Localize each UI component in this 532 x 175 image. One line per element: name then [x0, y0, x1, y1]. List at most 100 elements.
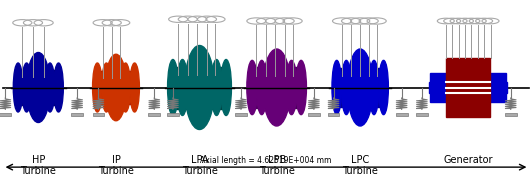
Ellipse shape: [27, 52, 50, 122]
Ellipse shape: [37, 63, 46, 112]
Ellipse shape: [130, 63, 139, 112]
Ellipse shape: [265, 60, 276, 115]
Ellipse shape: [221, 60, 231, 116]
Ellipse shape: [93, 63, 102, 112]
Bar: [377, 68, 381, 88]
Bar: [294, 88, 298, 108]
Bar: [108, 88, 112, 104]
Bar: [93, 113, 104, 116]
Ellipse shape: [355, 60, 365, 115]
Ellipse shape: [361, 60, 370, 115]
Bar: [120, 88, 124, 104]
Ellipse shape: [271, 60, 282, 115]
Bar: [294, 67, 298, 88]
Bar: [201, 66, 205, 88]
Bar: [148, 113, 160, 116]
Bar: [285, 88, 289, 108]
Ellipse shape: [30, 63, 40, 112]
Ellipse shape: [350, 60, 360, 115]
Bar: [0, 113, 11, 116]
Ellipse shape: [121, 63, 130, 112]
Bar: [360, 68, 364, 88]
Ellipse shape: [185, 46, 214, 130]
Bar: [272, 67, 276, 88]
Bar: [277, 88, 281, 108]
Bar: [368, 88, 372, 107]
Bar: [285, 67, 289, 88]
Bar: [219, 88, 223, 108]
Text: LPB
Turbine: LPB Turbine: [259, 155, 295, 175]
Text: LPC
Turbine: LPC Turbine: [342, 155, 378, 175]
Bar: [176, 88, 180, 108]
Bar: [108, 71, 112, 88]
Bar: [446, 58, 490, 117]
Bar: [264, 67, 268, 88]
Bar: [255, 88, 259, 108]
Bar: [416, 113, 428, 116]
Bar: [210, 66, 214, 88]
Bar: [99, 88, 104, 104]
Text: Axial length = 4.62519E+004 mm: Axial length = 4.62519E+004 mm: [201, 156, 331, 165]
Ellipse shape: [13, 63, 23, 112]
Bar: [194, 66, 198, 88]
Bar: [167, 113, 179, 116]
Bar: [71, 113, 83, 116]
Ellipse shape: [296, 60, 306, 115]
Ellipse shape: [278, 60, 288, 115]
Bar: [356, 88, 360, 107]
Bar: [339, 68, 344, 88]
Ellipse shape: [187, 60, 197, 116]
Ellipse shape: [211, 60, 222, 116]
Bar: [52, 70, 56, 88]
Ellipse shape: [54, 63, 63, 112]
Bar: [44, 88, 48, 105]
Bar: [128, 71, 132, 88]
Bar: [377, 88, 381, 107]
Bar: [339, 88, 344, 107]
Bar: [29, 70, 33, 88]
Bar: [368, 68, 372, 88]
Bar: [430, 73, 506, 102]
Ellipse shape: [369, 60, 379, 115]
Ellipse shape: [286, 60, 297, 115]
Bar: [185, 88, 189, 108]
Bar: [264, 88, 268, 108]
Bar: [20, 88, 24, 105]
Bar: [176, 66, 180, 88]
Ellipse shape: [247, 60, 257, 115]
Ellipse shape: [202, 60, 212, 116]
Bar: [277, 67, 281, 88]
Bar: [348, 68, 353, 88]
Text: Generator: Generator: [443, 155, 493, 165]
Bar: [120, 71, 124, 88]
Bar: [429, 82, 438, 93]
Ellipse shape: [22, 63, 31, 112]
Ellipse shape: [109, 63, 119, 112]
Bar: [44, 70, 48, 88]
Ellipse shape: [263, 49, 290, 126]
Ellipse shape: [113, 63, 123, 112]
Text: IP
Turbine: IP Turbine: [98, 155, 134, 175]
Text: LPA
Turbine: LPA Turbine: [181, 155, 218, 175]
Bar: [29, 88, 33, 105]
Bar: [219, 66, 223, 88]
Bar: [99, 71, 104, 88]
Bar: [52, 88, 56, 105]
Bar: [255, 67, 259, 88]
Bar: [498, 82, 507, 93]
Bar: [396, 113, 408, 116]
Bar: [235, 113, 247, 116]
Bar: [210, 88, 214, 108]
Bar: [201, 88, 205, 108]
Bar: [328, 113, 339, 116]
Ellipse shape: [177, 60, 188, 116]
Ellipse shape: [256, 60, 267, 115]
Ellipse shape: [45, 63, 55, 112]
Bar: [128, 88, 132, 104]
Ellipse shape: [102, 63, 111, 112]
Bar: [308, 113, 320, 116]
Bar: [272, 88, 276, 108]
Ellipse shape: [347, 49, 373, 126]
Bar: [194, 88, 198, 108]
Bar: [348, 88, 353, 107]
